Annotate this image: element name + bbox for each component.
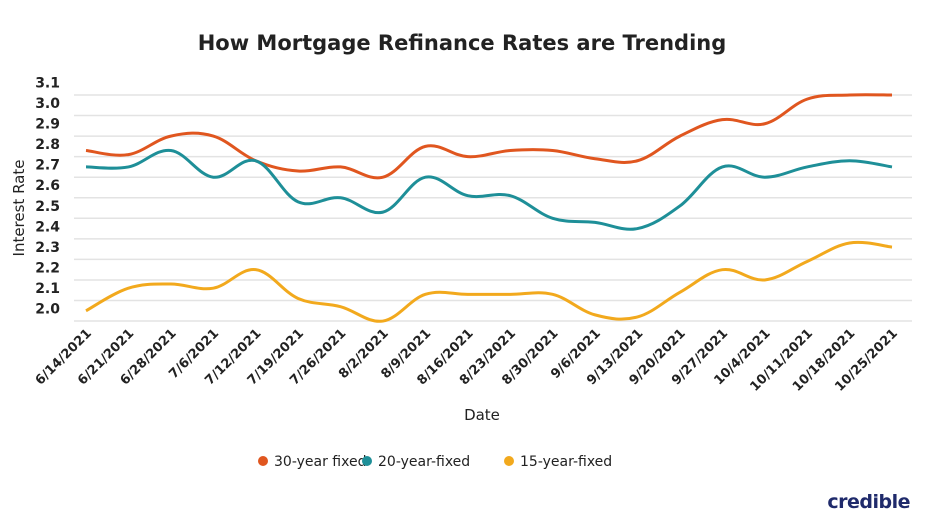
legend-marker bbox=[258, 456, 268, 466]
y-axis-ticks: 2.0 2.1 2.2 2.3 2.4 2.5 2.6 2.7 2.8 2.9 3.0 3.1 bbox=[35, 75, 60, 317]
y-tick-label: 2.2 bbox=[35, 260, 60, 276]
credible-logo: credible bbox=[827, 491, 910, 513]
legend: 30-year fixed 20-year-fixed 15-year-fixed bbox=[258, 454, 612, 470]
legend-label: 30-year fixed bbox=[274, 454, 366, 470]
series-line-2 bbox=[85, 240, 893, 323]
y-tick-label: 2.6 bbox=[35, 178, 60, 194]
y-tick-label: 2.9 bbox=[35, 117, 60, 133]
x-axis-label: Date bbox=[464, 406, 500, 424]
y-tick-label: 2.4 bbox=[35, 219, 60, 235]
y-tick-label: 2.1 bbox=[35, 281, 60, 297]
legend-label: 20-year-fixed bbox=[378, 454, 470, 470]
series-lines bbox=[85, 93, 893, 323]
x-axis-ticks: 6/14/20216/21/20216/28/20217/6/20217/12/… bbox=[33, 326, 901, 394]
gridlines bbox=[74, 94, 912, 322]
legend-marker bbox=[504, 456, 514, 466]
y-tick-label: 2.0 bbox=[35, 302, 60, 318]
y-tick-label: 2.7 bbox=[35, 158, 60, 174]
y-tick-label: 3.0 bbox=[35, 96, 60, 112]
series-line-1 bbox=[85, 148, 893, 231]
y-tick-label: 2.5 bbox=[35, 199, 60, 215]
y-tick-label: 2.8 bbox=[35, 137, 60, 153]
series-line-0 bbox=[85, 93, 893, 180]
y-axis-label: Interest Rate bbox=[10, 160, 28, 257]
y-tick-label: 2.3 bbox=[35, 240, 60, 256]
chart-title: How Mortgage Refinance Rates are Trendin… bbox=[198, 31, 727, 55]
legend-label: 15-year-fixed bbox=[520, 454, 612, 470]
legend-marker bbox=[362, 456, 372, 466]
y-tick-label: 3.1 bbox=[35, 75, 60, 91]
